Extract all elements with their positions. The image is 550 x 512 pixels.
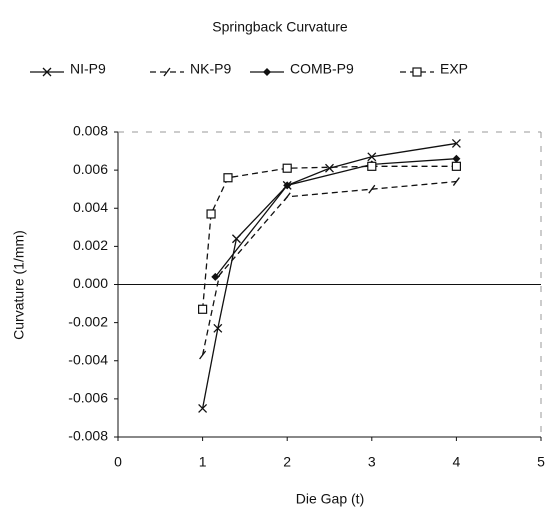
marker xyxy=(198,304,208,314)
marker xyxy=(283,192,291,202)
marker xyxy=(42,67,52,77)
marker xyxy=(231,234,241,244)
marker xyxy=(451,161,461,171)
marker xyxy=(198,403,208,413)
marker xyxy=(451,138,461,148)
y-tick-label: 0.006 xyxy=(73,161,108,177)
y-tick-label: 0.000 xyxy=(73,275,108,291)
series-line xyxy=(201,142,457,409)
marker xyxy=(211,272,220,281)
x-tick-label: 0 xyxy=(114,454,122,470)
y-axis-label: Curvature (1/mm) xyxy=(11,230,27,340)
legend-label: COMB-P9 xyxy=(290,61,354,77)
legend-label: NI-P9 xyxy=(70,61,106,77)
marker xyxy=(452,154,461,163)
x-axis-label: Die Gap (t) xyxy=(296,491,364,507)
marker xyxy=(367,161,377,171)
legend-label: EXP xyxy=(440,61,468,77)
marker xyxy=(368,184,376,194)
series-line xyxy=(201,165,457,310)
marker xyxy=(452,177,460,186)
marker xyxy=(206,209,216,219)
y-tick-label: -0.004 xyxy=(68,351,108,367)
legend-label: NK-P9 xyxy=(190,61,231,77)
series-line xyxy=(201,180,457,356)
x-tick-label: 1 xyxy=(199,454,207,470)
chart-title: Springback Curvature xyxy=(212,19,348,35)
marker xyxy=(199,350,207,360)
y-tick-label: 0.004 xyxy=(73,199,108,215)
y-tick-label: -0.002 xyxy=(68,313,108,329)
series-line xyxy=(214,158,457,278)
x-tick-label: 2 xyxy=(283,454,291,470)
marker xyxy=(223,173,233,183)
x-tick-label: 5 xyxy=(537,454,545,470)
marker xyxy=(412,67,422,77)
y-tick-label: 0.002 xyxy=(73,237,108,253)
y-tick-label: -0.008 xyxy=(68,428,108,444)
x-tick-label: 4 xyxy=(453,454,461,470)
y-tick-label: -0.006 xyxy=(68,390,108,406)
x-tick-label: 3 xyxy=(368,454,376,470)
marker xyxy=(213,323,223,333)
marker xyxy=(282,163,292,173)
marker xyxy=(325,163,334,173)
marker xyxy=(263,68,271,76)
y-tick-label: 0.008 xyxy=(73,123,108,139)
marker xyxy=(163,67,171,77)
marker xyxy=(367,152,377,162)
marker xyxy=(283,181,292,190)
